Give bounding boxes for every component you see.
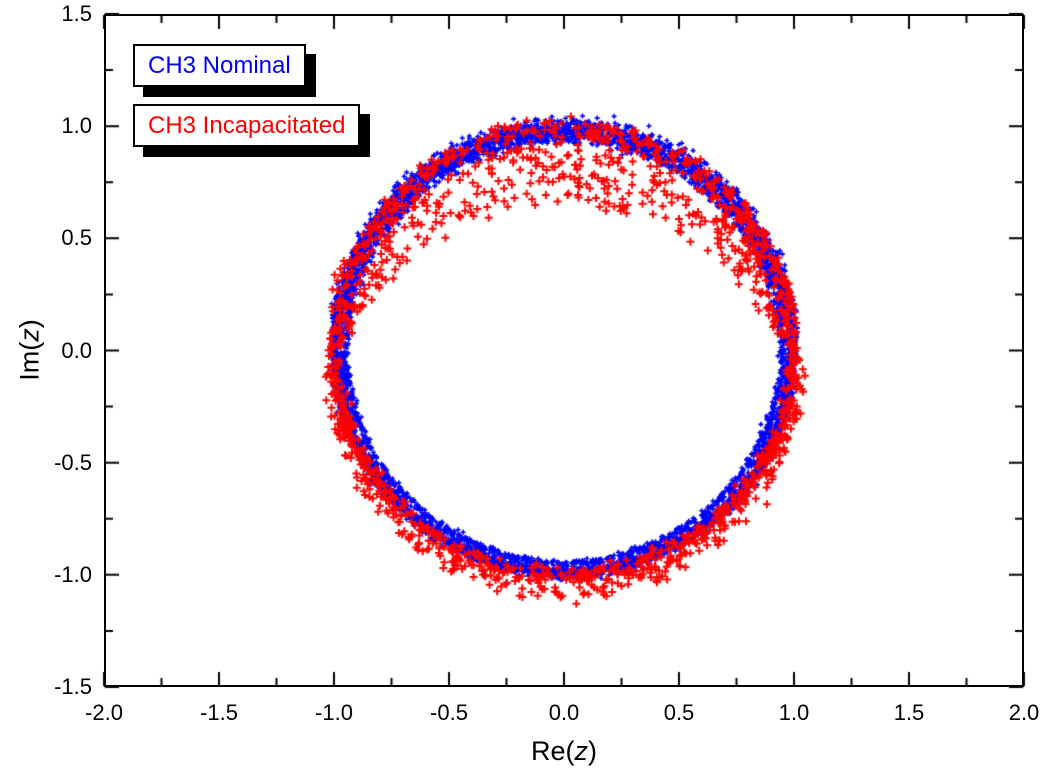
legend-item-nominal: CH3 Nominal <box>133 44 306 87</box>
x-tick-label: -0.5 <box>430 700 468 725</box>
x-tick-label: 0.5 <box>663 700 695 725</box>
y-tick-label: -0.5 <box>54 449 92 475</box>
y-tick-label: 1.0 <box>61 113 92 139</box>
x-axis-title: Re(z) <box>531 736 597 767</box>
y-tick-label: 1.5 <box>61 1 92 26</box>
x-axis-title-suffix: ) <box>588 736 598 766</box>
x-axis-title-prefix: Re( <box>530 736 575 766</box>
y-tick-label: 0.0 <box>61 337 92 363</box>
legend-label-nominal: CH3 Nominal <box>148 52 291 79</box>
y-tick-label: -1.0 <box>54 561 92 587</box>
y-tick-label: -1.5 <box>54 674 92 699</box>
x-tick-label: -1.5 <box>200 700 238 725</box>
x-axis-title-var: z <box>574 736 589 766</box>
x-tick-label: -1.0 <box>315 700 353 725</box>
x-tick-label: 0.0 <box>548 700 580 725</box>
x-tick-label: -2.0 <box>85 700 123 725</box>
legend-label-incapacitated: CH3 Incapacitated <box>148 112 346 139</box>
y-axis-title-suffix: ) <box>14 319 45 329</box>
plot-frame <box>104 14 1024 687</box>
y-tick-label: 0.5 <box>61 225 92 251</box>
legend-item-incapacitated: CH3 Incapacitated <box>133 104 361 147</box>
x-tick-label: 1.5 <box>893 700 925 725</box>
x-tick-label: 2.0 <box>1008 700 1040 725</box>
x-tick-label: 1.0 <box>778 700 810 725</box>
